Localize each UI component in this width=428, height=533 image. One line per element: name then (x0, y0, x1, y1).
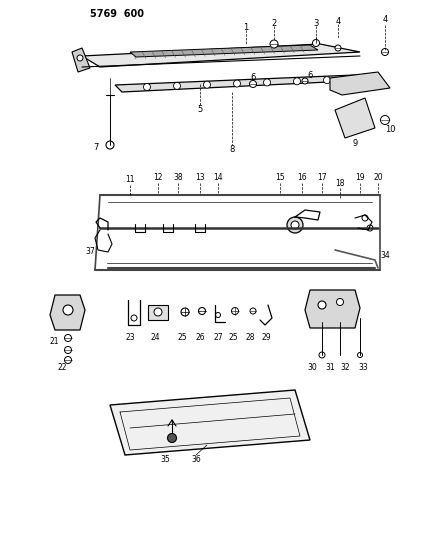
Circle shape (264, 79, 270, 86)
Text: 27: 27 (213, 334, 223, 343)
Text: 30: 30 (307, 364, 317, 373)
Text: 14: 14 (213, 174, 223, 182)
Circle shape (65, 346, 71, 353)
Text: 5: 5 (197, 106, 202, 115)
Text: 1: 1 (244, 22, 249, 31)
Text: 5769  600: 5769 600 (90, 9, 144, 19)
Circle shape (294, 78, 300, 85)
Text: 7: 7 (93, 143, 99, 152)
Circle shape (181, 308, 189, 316)
Circle shape (319, 352, 325, 358)
Polygon shape (50, 295, 85, 330)
Text: 4: 4 (336, 17, 341, 26)
Polygon shape (148, 305, 168, 320)
Circle shape (203, 81, 211, 88)
Text: 26: 26 (195, 334, 205, 343)
Text: 12: 12 (153, 174, 163, 182)
Circle shape (65, 335, 71, 342)
Text: 25: 25 (228, 334, 238, 343)
Text: 3: 3 (313, 19, 319, 28)
Circle shape (287, 217, 303, 233)
Circle shape (312, 39, 319, 46)
Text: 24: 24 (150, 334, 160, 343)
Circle shape (234, 80, 241, 87)
Circle shape (250, 80, 256, 87)
Text: 19: 19 (355, 174, 365, 182)
Text: 36: 36 (191, 456, 201, 464)
Text: 11: 11 (125, 175, 135, 184)
Text: 28: 28 (245, 334, 255, 343)
Circle shape (357, 352, 363, 358)
Circle shape (270, 40, 278, 48)
Circle shape (302, 78, 308, 84)
Polygon shape (110, 390, 310, 455)
Circle shape (199, 308, 205, 314)
Text: 6: 6 (250, 74, 256, 83)
Text: 10: 10 (385, 125, 395, 134)
Text: 35: 35 (160, 456, 170, 464)
Text: 9: 9 (352, 139, 358, 148)
Text: 22: 22 (57, 364, 67, 373)
Polygon shape (72, 48, 90, 72)
Circle shape (154, 308, 162, 316)
Circle shape (65, 357, 71, 364)
Text: 25: 25 (177, 334, 187, 343)
Polygon shape (330, 72, 390, 95)
Text: 21: 21 (49, 337, 59, 346)
Text: 34: 34 (380, 251, 390, 260)
Text: 33: 33 (358, 364, 368, 373)
Text: 32: 32 (340, 364, 350, 373)
Text: 8: 8 (229, 146, 235, 155)
Circle shape (335, 45, 341, 51)
Circle shape (381, 49, 389, 55)
Polygon shape (335, 98, 375, 138)
Text: 20: 20 (373, 174, 383, 182)
Circle shape (380, 116, 389, 125)
Text: 6: 6 (307, 71, 313, 80)
Text: 23: 23 (125, 334, 135, 343)
Circle shape (367, 225, 373, 231)
Text: 16: 16 (297, 174, 307, 182)
Text: 15: 15 (275, 174, 285, 182)
Text: 18: 18 (335, 179, 345, 188)
Circle shape (173, 83, 181, 90)
Circle shape (216, 312, 220, 318)
Text: 13: 13 (195, 174, 205, 182)
Circle shape (250, 308, 256, 314)
Text: 2: 2 (271, 19, 276, 28)
Circle shape (336, 298, 344, 305)
Text: 29: 29 (261, 334, 271, 343)
Circle shape (232, 308, 238, 314)
Polygon shape (82, 44, 360, 67)
Circle shape (318, 301, 326, 309)
Circle shape (291, 221, 299, 229)
Circle shape (167, 433, 176, 442)
Polygon shape (305, 290, 360, 328)
Circle shape (106, 141, 114, 149)
Circle shape (77, 55, 83, 61)
Polygon shape (115, 75, 370, 92)
Polygon shape (130, 45, 318, 57)
Circle shape (63, 305, 73, 315)
Text: 37: 37 (85, 247, 95, 256)
Text: 4: 4 (382, 15, 388, 25)
Circle shape (131, 315, 137, 321)
Circle shape (362, 215, 368, 221)
Circle shape (143, 84, 151, 91)
Text: 17: 17 (317, 174, 327, 182)
Text: 38: 38 (173, 174, 183, 182)
Text: 31: 31 (325, 364, 335, 373)
Circle shape (324, 77, 330, 84)
